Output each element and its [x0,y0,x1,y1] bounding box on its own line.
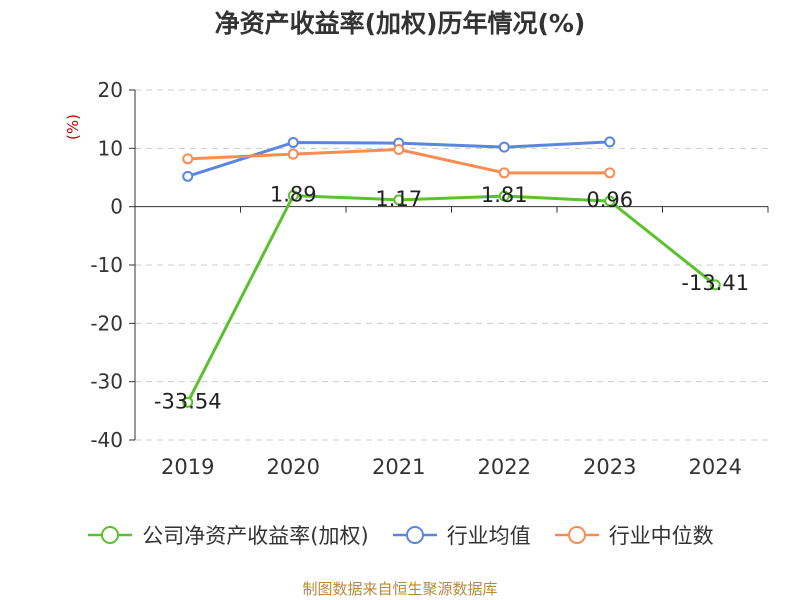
y-axis-label: (%) [64,114,82,140]
axes: 20 10 0 -10 -20 -30 -40 (%) 2019 2020 2021 2022 2023… [64,78,769,479]
y-tick-label: 10 [98,136,123,160]
data-labels: -33.54 1.89 1.17 1.81 0.96 -13.41 [154,183,749,414]
legend-line-marker-icon [554,526,599,544]
data-point [498,141,510,153]
data-label: 1.17 [375,187,422,211]
legend-line-marker-icon [88,526,133,544]
data-point [287,137,299,148]
series-layer [182,136,721,408]
data-label: 1.81 [481,183,528,207]
data-point [604,167,616,179]
data-point [709,279,721,291]
data-label: 1.89 [270,183,317,207]
y-tick-label: -20 [90,311,123,335]
data-point [182,153,194,165]
data-label: -33.54 [154,389,222,413]
data-label: -13.41 [681,271,749,295]
y-tick-label: -30 [90,370,123,394]
data-point [393,194,405,206]
x-tick-label: 2019 [161,455,214,479]
legend-label: 行业中位数 [608,524,714,548]
legend-item-industry-median[interactable]: 行业中位数 [553,520,714,550]
source-note: 制图数据来自恒生聚源数据库 [302,580,498,598]
chart-title: 净资产收益率(加权)历年情况(%) [214,9,586,38]
data-point [287,148,299,160]
data-point [498,167,510,179]
data-point [182,170,194,182]
legend-item-industry-mean[interactable]: 行业均值 [391,520,531,550]
series-line-0 [186,194,717,403]
data-point [393,144,405,155]
y-tick-label: -10 [90,253,123,277]
x-tick-label: 2021 [372,455,425,479]
data-label: 0.96 [586,188,633,212]
data-point [498,190,510,202]
y-tick-label: 20 [98,78,123,102]
x-tick-label: 2023 [583,455,636,479]
y-tick-label: 0 [110,195,123,219]
data-point [287,190,299,202]
y-tick-label: -40 [90,428,123,452]
legend-label: 行业均值 [446,524,531,548]
x-tick-label: 2022 [478,455,531,479]
data-point [604,136,616,148]
grid-lines [135,89,768,441]
legend: 公司净资产收益率(加权) 行业均值 行业中位数 [0,520,800,550]
x-tick-label: 2020 [267,455,320,479]
legend-item-company-roe[interactable]: 公司净资产收益率(加权) [86,520,369,550]
legend-label: 公司净资产收益率(加权) [142,524,369,548]
x-tick-label: 2024 [689,455,742,479]
legend-line-marker-icon [392,526,437,544]
data-point [604,195,616,207]
data-point [182,396,194,408]
